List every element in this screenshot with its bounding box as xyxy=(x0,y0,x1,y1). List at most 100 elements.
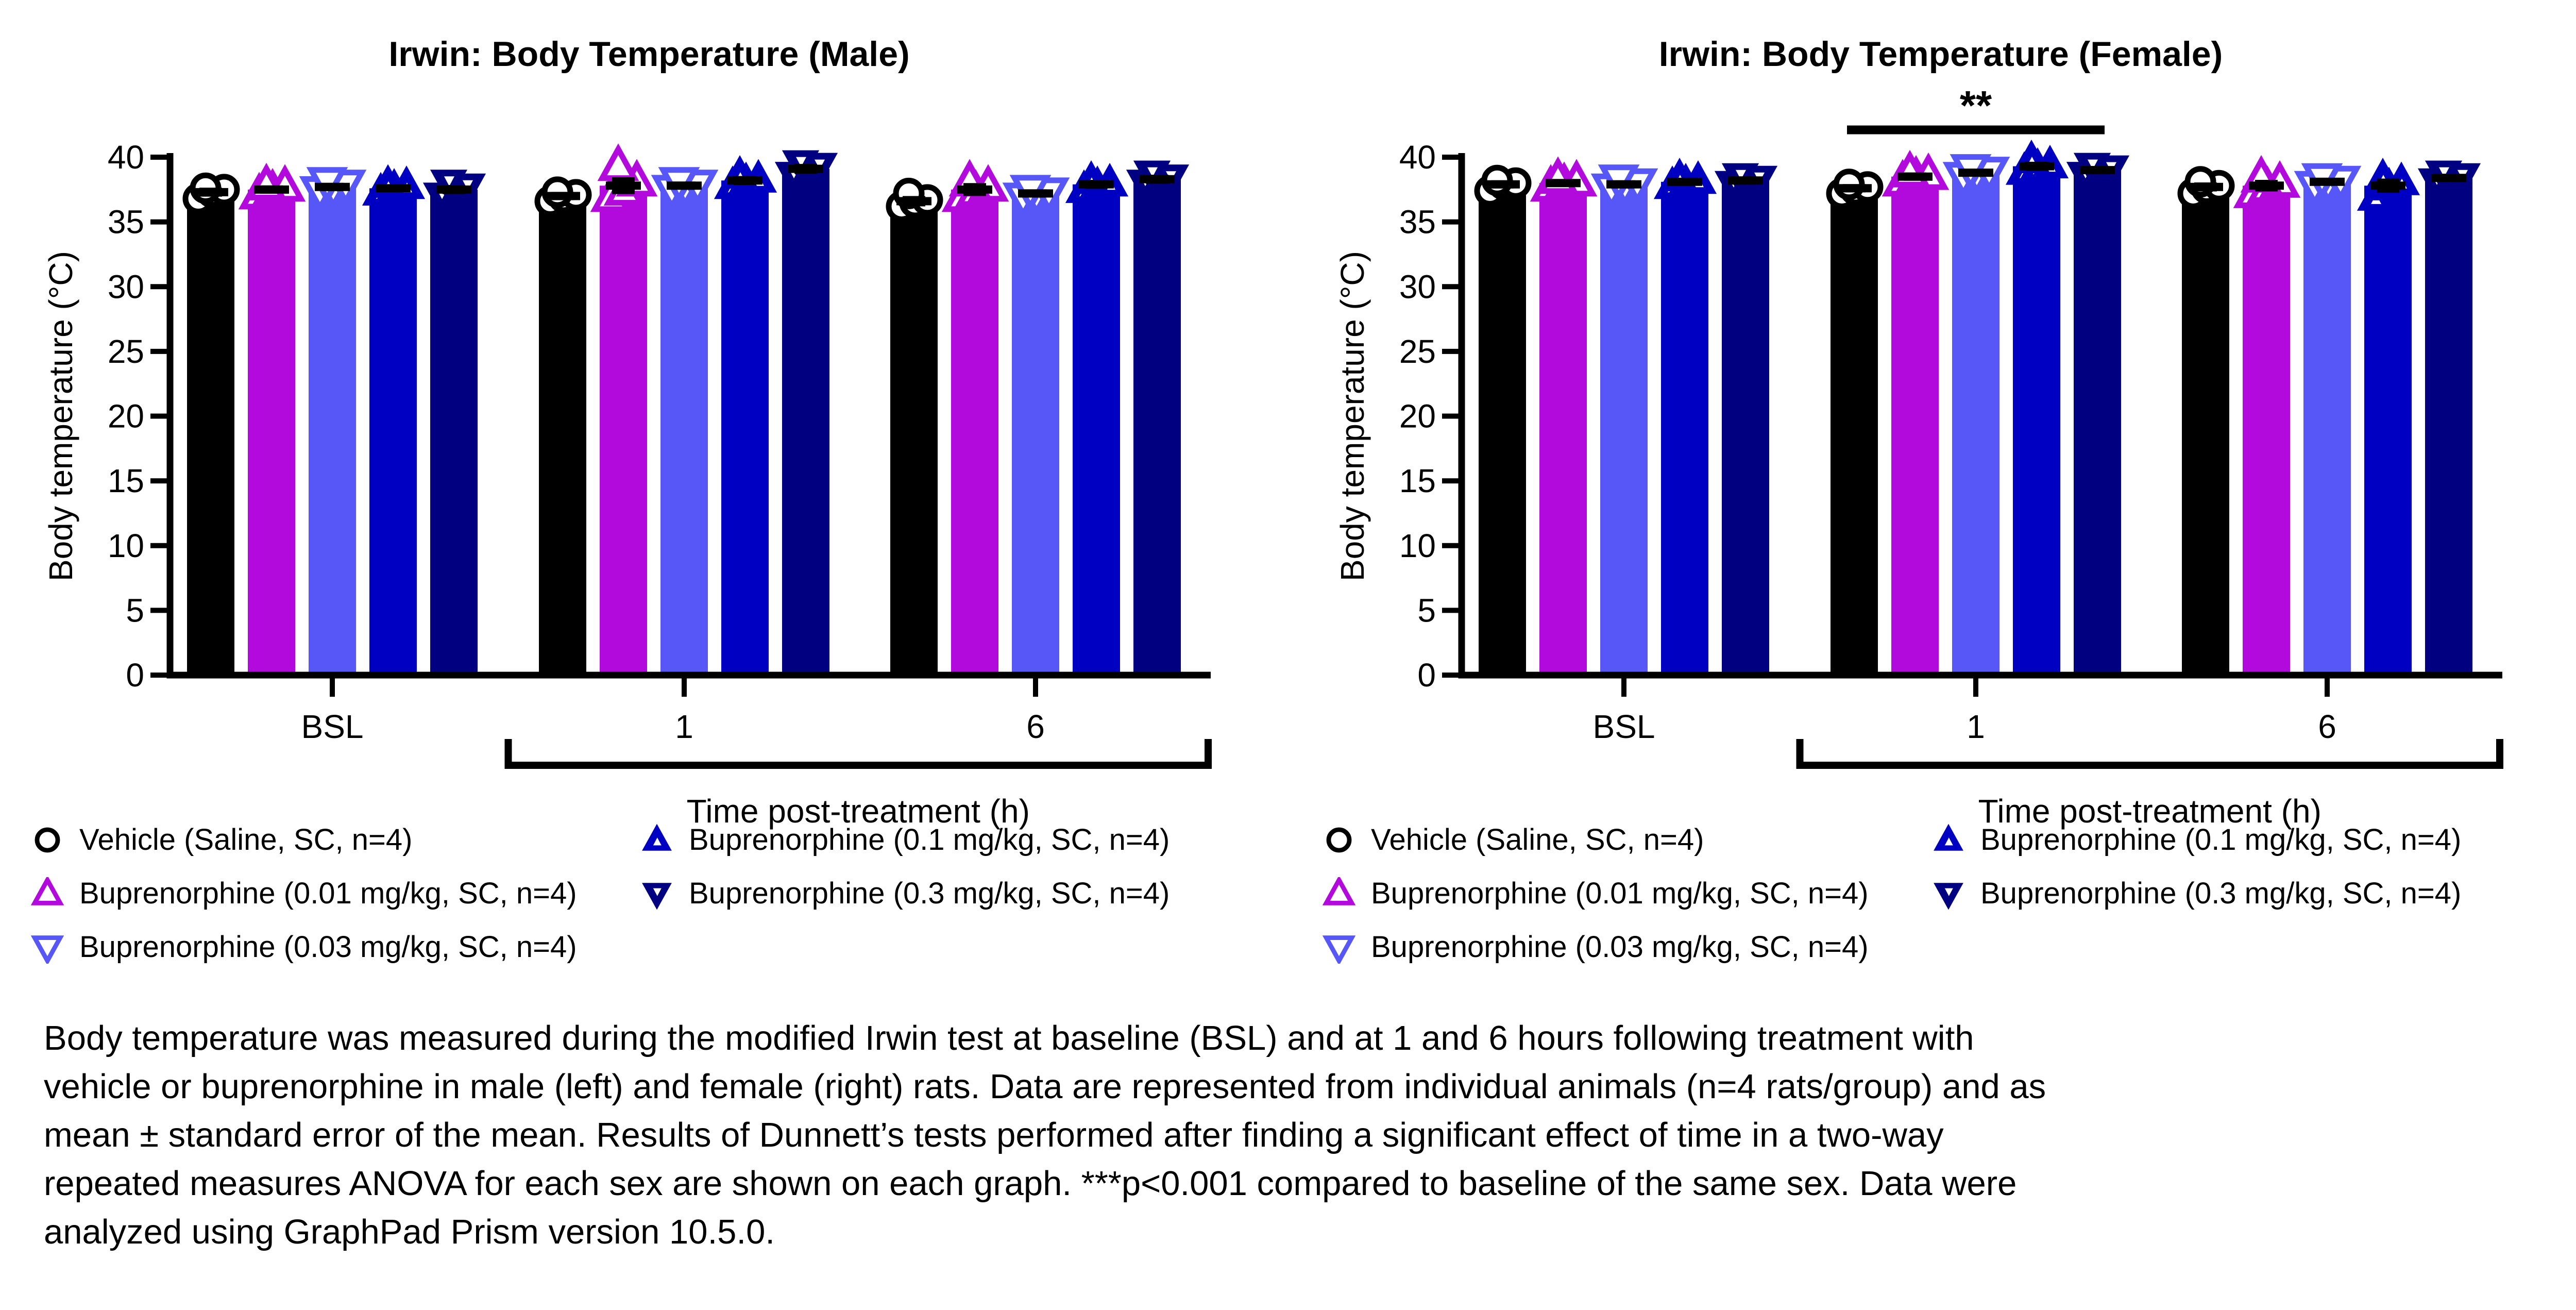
error-bar xyxy=(1018,189,1053,198)
bracket-label: Time post-treatment (h) xyxy=(1978,793,2321,830)
error-bar xyxy=(1606,180,1641,189)
error-bar xyxy=(2370,178,2405,193)
y-tick-label: 40 xyxy=(1399,139,1436,176)
y-tick-label: 0 xyxy=(1417,657,1436,694)
y-tick-label: 15 xyxy=(1399,462,1436,499)
bar xyxy=(2182,187,2229,676)
x-tick-label: 6 xyxy=(2318,708,2336,745)
bar xyxy=(539,196,586,675)
bar xyxy=(1831,188,1878,675)
bar xyxy=(248,189,295,675)
x-tick-label: 6 xyxy=(1026,708,1045,745)
chart-title: Irwin: Body Temperature (Male) xyxy=(388,35,909,74)
error-bar xyxy=(606,177,641,194)
bar xyxy=(1012,193,1059,676)
bracket-label: Time post-treatment (h) xyxy=(687,793,1030,830)
y-tick-label: 35 xyxy=(1399,204,1436,241)
y-tick-label: 25 xyxy=(108,333,144,370)
y-tick-label: 25 xyxy=(1399,333,1436,370)
error-bar xyxy=(1897,172,1933,181)
y-tick-label: 10 xyxy=(1399,527,1436,564)
error-bar xyxy=(957,183,992,196)
bar xyxy=(187,192,234,675)
bar xyxy=(2074,170,2121,675)
bar xyxy=(1722,180,1769,676)
y-tick-label: 5 xyxy=(126,592,144,629)
y-tick-label: 0 xyxy=(126,657,144,694)
female-chart-panel: Irwin: Body Temperature (Female) 0 5 10 15 20… xyxy=(1292,0,2576,984)
error-bar xyxy=(376,184,411,193)
bar xyxy=(721,180,769,676)
y-tick-label: 30 xyxy=(1399,268,1436,305)
error-bar xyxy=(667,181,702,190)
error-bar xyxy=(1958,169,1993,177)
chart-title: Irwin: Body Temperature (Female) xyxy=(1659,35,2223,74)
error-bar xyxy=(1140,174,1175,184)
data-point xyxy=(597,143,639,181)
error-bar xyxy=(1485,180,1520,189)
error-bar xyxy=(254,185,289,194)
y-axis-title: Body temperature (°C) xyxy=(42,251,79,581)
bar xyxy=(309,187,356,676)
error-bar xyxy=(2188,182,2223,192)
bar xyxy=(1133,179,1181,675)
caption-line: mean ± standard error of the mean. Resul… xyxy=(44,1116,1944,1154)
bar xyxy=(660,186,708,675)
y-tick-label: 10 xyxy=(108,527,144,564)
bar xyxy=(430,189,478,675)
error-bar xyxy=(315,182,350,191)
y-tick-label: 20 xyxy=(1399,398,1436,435)
x-tick-label: BSL xyxy=(1593,708,1655,745)
error-bar xyxy=(2310,177,2345,186)
error-bar xyxy=(1667,177,1702,186)
error-bar xyxy=(1546,179,1581,188)
female-chart: Irwin: Body Temperature (Female) 0 5 10 15 20… xyxy=(1334,35,2503,830)
bar xyxy=(1479,184,1526,675)
error-bar xyxy=(193,188,228,197)
bar xyxy=(369,188,417,675)
y-tick-label: 30 xyxy=(108,268,144,305)
error-bar xyxy=(896,196,931,207)
error-bar xyxy=(1728,176,1763,185)
x-tick-label: 1 xyxy=(1967,708,1985,745)
y-tick-label: 20 xyxy=(108,398,144,435)
error-bar xyxy=(545,192,580,200)
bar xyxy=(1539,183,1587,675)
bar xyxy=(782,169,829,675)
significance-label: ** xyxy=(1960,82,1992,128)
y-axis-title: Body temperature (°C) xyxy=(1334,251,1371,581)
error-bar xyxy=(2019,161,2054,171)
bar xyxy=(1661,181,1708,675)
bar xyxy=(1952,173,1999,675)
error-bar xyxy=(2431,174,2466,182)
error-bar xyxy=(1837,184,1872,193)
bar xyxy=(2303,181,2351,675)
bar xyxy=(2243,186,2290,675)
y-tick-label: 35 xyxy=(108,204,144,241)
male-chart: Irwin: Body Temperature (Male) 0 5 10 15 20 25… xyxy=(42,35,1212,830)
error-bar xyxy=(2249,179,2284,192)
figure-caption: Body temperature was measured during the… xyxy=(44,1014,2393,1256)
bar xyxy=(2013,166,2060,675)
bar xyxy=(951,189,998,675)
caption-line: Body temperature was measured during the… xyxy=(44,1019,1974,1057)
error-bar xyxy=(727,176,762,185)
male-chart-panel: Irwin: Body Temperature (Male) 0 5 10 15 20 25… xyxy=(0,0,1288,984)
bar xyxy=(600,186,647,675)
caption-line: analyzed using GraphPad Prism version 10… xyxy=(44,1213,775,1251)
bar xyxy=(2425,178,2472,675)
error-bar xyxy=(436,185,471,194)
bar xyxy=(2364,186,2412,675)
error-bar xyxy=(1079,179,1114,189)
bar xyxy=(890,201,938,675)
error-bar xyxy=(2080,166,2115,175)
error-bar xyxy=(788,164,823,174)
y-tick-label: 40 xyxy=(108,139,144,176)
x-tick-label: 1 xyxy=(675,708,693,745)
caption-line: vehicle or buprenorphine in male (left) … xyxy=(44,1067,2046,1106)
y-tick-label: 5 xyxy=(1417,592,1436,629)
bar xyxy=(1073,184,1120,675)
bar xyxy=(1600,184,1648,675)
caption-line: repeated measures ANOVA for each sex are… xyxy=(44,1164,2017,1203)
